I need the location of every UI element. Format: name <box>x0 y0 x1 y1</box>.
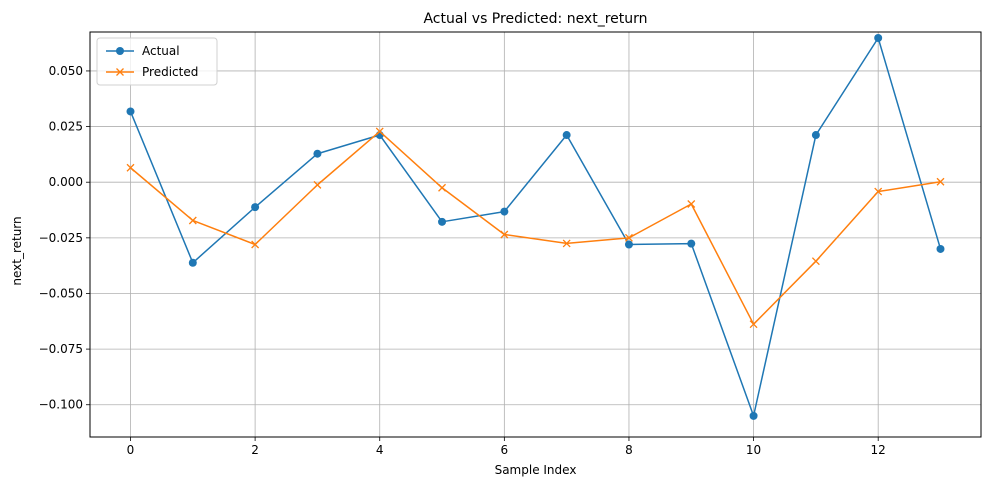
legend-marker <box>116 47 124 55</box>
legend-label: Predicted <box>142 65 198 79</box>
series-line-predicted <box>130 130 941 325</box>
data-point <box>811 257 820 266</box>
x-tick-label: 0 <box>127 443 135 457</box>
data-point <box>500 207 509 216</box>
series-layer <box>126 34 945 420</box>
y-tick-label: 0.050 <box>49 64 83 78</box>
data-point <box>438 217 447 226</box>
data-point <box>936 177 945 186</box>
y-tick-label: 0.000 <box>49 175 83 189</box>
data-point <box>749 320 758 329</box>
legend-item-actual: Actual <box>106 44 180 58</box>
data-point <box>313 180 322 189</box>
data-point <box>375 127 384 136</box>
data-point <box>126 163 135 172</box>
y-tick-label: 0.025 <box>49 120 83 134</box>
series-line-actual <box>129 37 942 417</box>
legend-label: Actual <box>142 44 180 58</box>
y-tick-label: −0.100 <box>39 398 83 412</box>
chart-title: Actual vs Predicted: next_return <box>423 11 647 27</box>
x-tick-label: 2 <box>251 443 259 457</box>
x-tick-label: 6 <box>501 443 509 457</box>
data-point <box>874 187 883 196</box>
data-point <box>687 239 696 248</box>
data-point <box>251 203 260 212</box>
x-tick-label: 8 <box>625 443 633 457</box>
legend-item-predicted: Predicted <box>106 65 198 79</box>
legend-marker <box>116 68 124 76</box>
data-point <box>874 34 883 43</box>
data-point <box>936 244 945 253</box>
data-point <box>438 183 446 192</box>
data-point <box>562 131 571 140</box>
plot-frame <box>89 31 982 438</box>
y-tick-label: −0.075 <box>39 342 83 356</box>
y-axis-ticks: −0.100 −0.075 −0.050 −0.025 0.000 0.025 0.050 <box>39 64 90 412</box>
data-point <box>749 411 758 420</box>
data-point <box>188 258 197 267</box>
data-point <box>126 107 135 116</box>
x-tick-label: 12 <box>871 443 886 457</box>
data-point <box>188 216 197 225</box>
data-point <box>687 200 696 208</box>
x-axis-label: Sample Index <box>495 463 577 477</box>
x-tick-label: 10 <box>746 443 761 457</box>
data-point <box>562 239 571 248</box>
data-point <box>500 230 509 239</box>
x-axis-ticks: 0 2 4 6 8 10 12 <box>127 437 886 457</box>
series-actual <box>126 34 945 420</box>
data-point <box>313 149 322 158</box>
y-axis-label: next_return <box>10 216 24 285</box>
data-point <box>625 233 633 242</box>
legend: Actual Predicted <box>96 37 218 86</box>
data-point <box>811 131 820 140</box>
x-tick-label: 4 <box>376 443 384 457</box>
legend-box <box>96 37 218 86</box>
y-tick-label: −0.025 <box>39 231 83 245</box>
data-point <box>624 240 633 249</box>
y-tick-label: −0.050 <box>39 286 83 300</box>
data-point <box>251 240 260 249</box>
series-predicted <box>126 127 945 329</box>
